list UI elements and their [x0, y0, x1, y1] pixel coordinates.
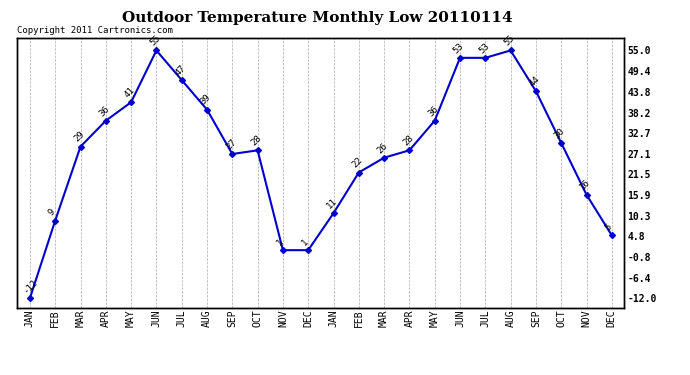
Text: Copyright 2011 Cartronics.com: Copyright 2011 Cartronics.com [17, 26, 173, 35]
Text: 16: 16 [578, 178, 592, 192]
Text: 39: 39 [199, 93, 213, 107]
Text: 29: 29 [72, 130, 86, 144]
Text: 28: 28 [401, 134, 415, 147]
Text: 36: 36 [426, 104, 440, 118]
Text: 30: 30 [553, 126, 566, 140]
Text: 36: 36 [97, 104, 111, 118]
Text: Outdoor Temperature Monthly Low 20110114: Outdoor Temperature Monthly Low 20110114 [122, 11, 513, 25]
Text: 44: 44 [528, 74, 542, 88]
Text: -12: -12 [21, 278, 39, 296]
Text: 53: 53 [477, 41, 491, 55]
Text: 5: 5 [604, 222, 613, 232]
Text: 26: 26 [376, 141, 390, 155]
Text: 11: 11 [325, 196, 339, 210]
Text: 55: 55 [502, 34, 516, 48]
Text: 55: 55 [148, 34, 162, 48]
Text: 53: 53 [452, 41, 466, 55]
Text: 1: 1 [275, 237, 285, 248]
Text: 28: 28 [249, 134, 263, 147]
Text: 9: 9 [47, 208, 57, 218]
Text: 27: 27 [224, 137, 238, 151]
Text: 22: 22 [351, 156, 364, 170]
Text: 41: 41 [123, 86, 137, 99]
Text: 1: 1 [300, 237, 310, 248]
Text: 47: 47 [173, 63, 187, 77]
